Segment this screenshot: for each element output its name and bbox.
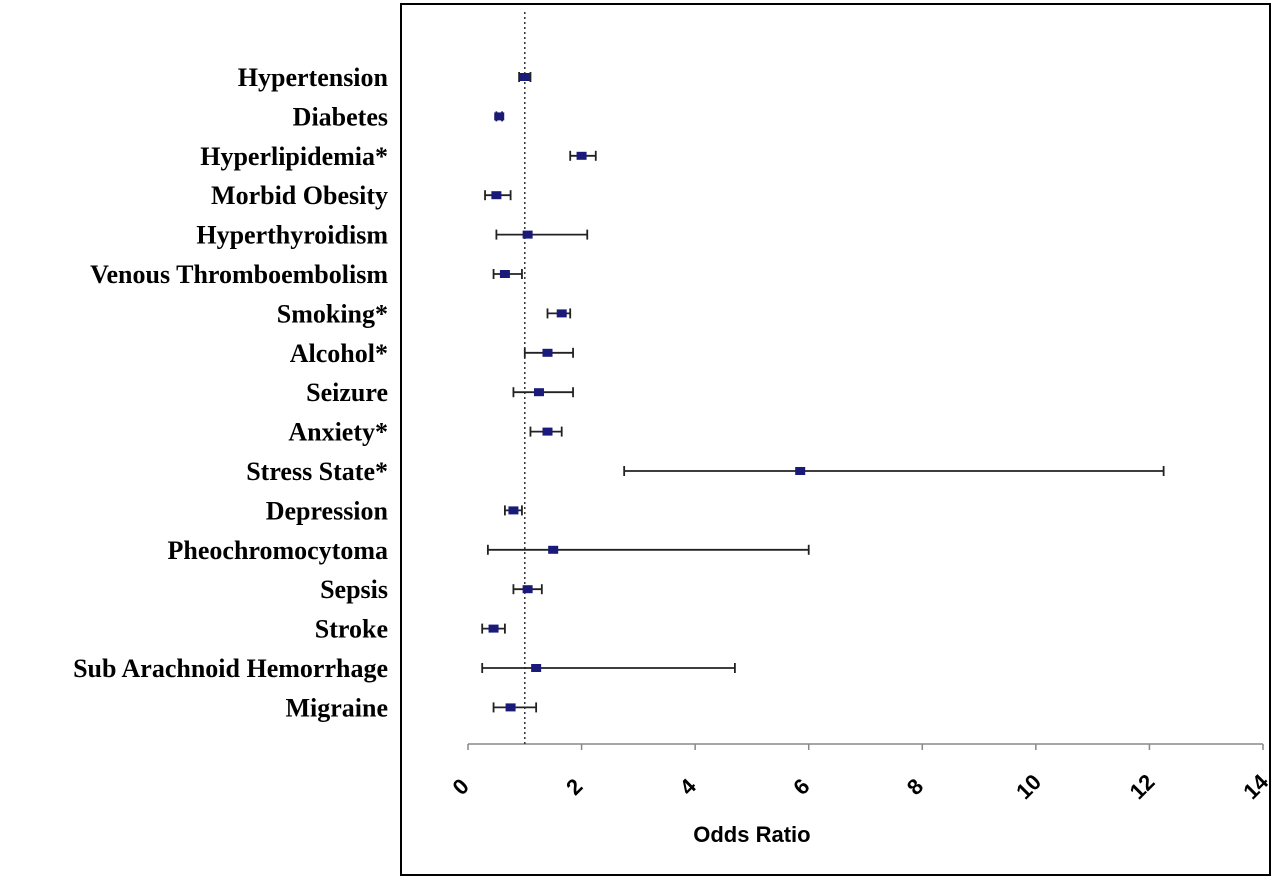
odds-ratio-point [522, 585, 533, 594]
x-tick-label: 0 [448, 774, 474, 800]
x-tick-label: 12 [1125, 769, 1160, 804]
odds-ratio-point [542, 348, 553, 357]
odds-ratio-point [542, 427, 553, 436]
category-label: Depression [266, 496, 389, 525]
plot-frame [400, 3, 1271, 876]
odds-ratio-point [488, 624, 499, 633]
category-label: Hypertension [238, 63, 389, 92]
odds-ratio-point [556, 309, 567, 318]
x-tick-label: 4 [675, 773, 702, 800]
x-tick-label: 10 [1011, 769, 1046, 804]
category-label: Morbid Obesity [211, 181, 388, 210]
odds-ratio-point [491, 191, 502, 200]
x-tick-label: 8 [902, 774, 928, 800]
x-tick-label: 2 [561, 774, 587, 800]
odds-ratio-point [548, 545, 559, 554]
odds-ratio-point [576, 151, 587, 160]
category-label: Venous Thromboembolism [90, 260, 388, 289]
category-label: Anxiety* [288, 418, 388, 447]
category-label: Diabetes [293, 102, 388, 131]
odds-ratio-point [531, 664, 542, 672]
odds-ratio-point [508, 506, 519, 515]
x-tick-label: 14 [1238, 769, 1274, 805]
category-label: Stroke [315, 615, 388, 644]
odds-ratio-point [494, 112, 505, 121]
category-label: Pheochromocytoma [168, 536, 388, 565]
category-label: Sepsis [320, 575, 388, 604]
category-label: Hyperthyroidism [196, 221, 388, 250]
odds-ratio-point [522, 230, 533, 239]
category-label: Hyperlipidemia* [200, 142, 388, 171]
odds-ratio-point [505, 703, 516, 712]
category-label: Sub Arachnoid Hemorrhage [73, 654, 388, 683]
odds-ratio-point [533, 388, 544, 397]
category-label: Seizure [306, 378, 388, 407]
category-label: Smoking* [277, 299, 388, 328]
odds-ratio-point [499, 270, 510, 278]
category-label: Alcohol* [290, 339, 388, 368]
category-label: Migraine [285, 693, 388, 722]
category-label: Stress State* [246, 457, 388, 486]
x-tick-label: 6 [788, 774, 814, 800]
odds-ratio-point [795, 467, 806, 475]
odds-ratio-point [519, 73, 530, 81]
x-axis-title: Odds Ratio [693, 822, 810, 847]
